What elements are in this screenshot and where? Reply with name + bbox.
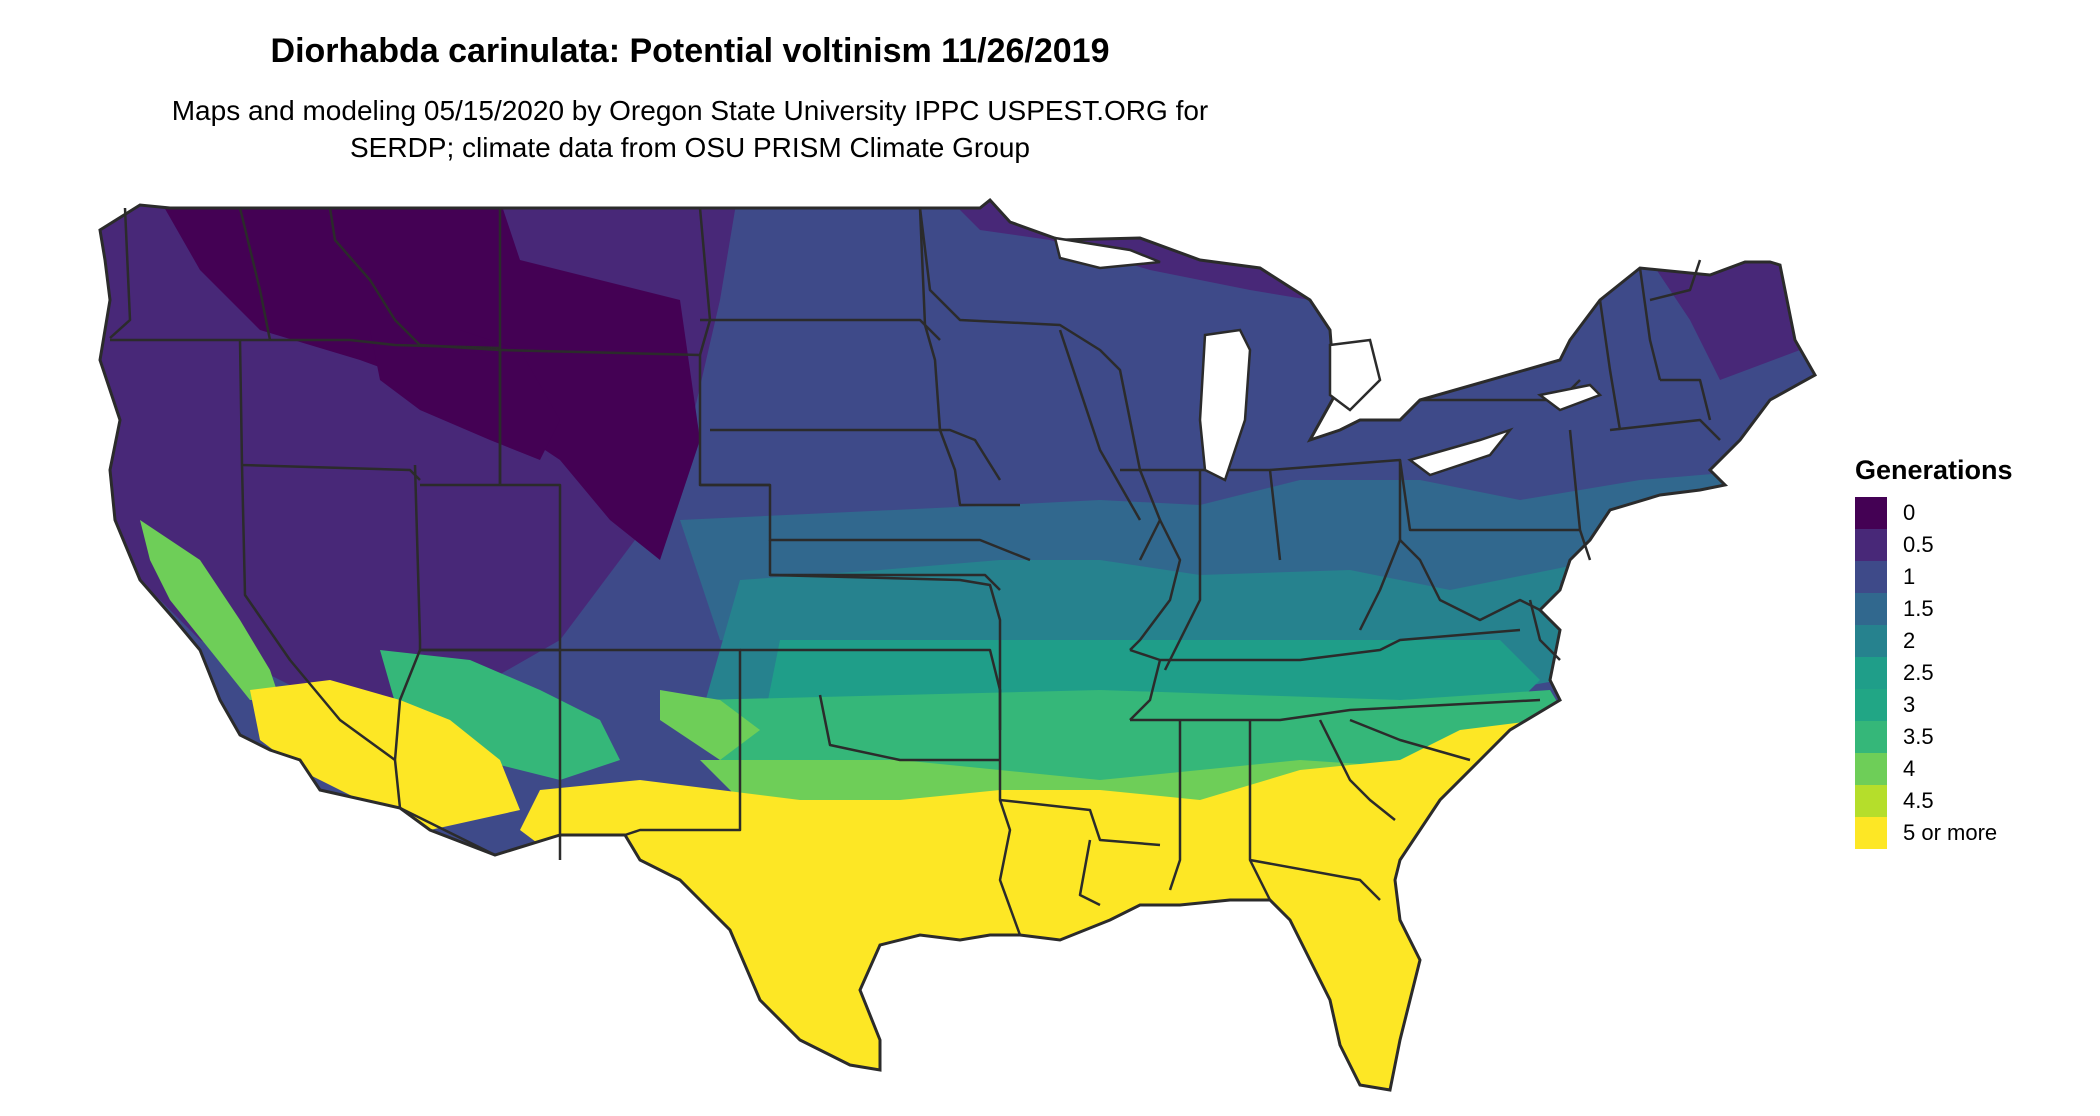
legend-swatch: [1855, 561, 1887, 593]
legend-item: 5 or more: [1855, 817, 2013, 849]
legend-item: 3.5: [1855, 721, 2013, 753]
map-title: Diorhabda carinulata: Potential voltinis…: [270, 32, 1110, 70]
legend-swatch: [1855, 817, 1887, 849]
legend-item: 2: [1855, 625, 2013, 657]
legend-swatch: [1855, 785, 1887, 817]
lake-michigan: [1198, 328, 1252, 482]
legend-item: 3: [1855, 689, 2013, 721]
legend-label: 3: [1903, 692, 1916, 717]
subtitle-line-2: SERDP; climate data from OSU PRISM Clima…: [350, 132, 1030, 163]
legend-swatch: [1855, 657, 1887, 689]
legend-label: 0.5: [1903, 532, 1934, 557]
voltinism-map: [98, 198, 1817, 1092]
legend-label: 2: [1903, 628, 1916, 653]
lake-superior: [1053, 236, 1161, 270]
legend-items: 0 0.5 1 1.5 2 2.5 3 3.5 4 4.5 5 or more: [1855, 497, 2013, 849]
state-borders: [109, 206, 1721, 936]
legend-swatch: [1855, 529, 1887, 561]
legend-item: 1: [1855, 561, 2013, 593]
legend-label: 0: [1903, 500, 1916, 525]
voltinism-raster: [100, 200, 1815, 1090]
legend-label: 5 or more: [1903, 820, 1998, 845]
legend-swatch: [1855, 497, 1887, 529]
legend-swatch: [1855, 593, 1887, 625]
map-legend: Generations 0 0.5 1 1.5 2 2.5 3 3.5 4 4.5 5 or mor…: [1855, 455, 2013, 849]
legend-label: 1: [1903, 564, 1916, 589]
legend-label: 4: [1903, 756, 1916, 781]
great-lakes: [1053, 236, 1603, 482]
legend-item: 4: [1855, 753, 2013, 785]
legend-swatch: [1855, 721, 1887, 753]
legend-item: 0.5: [1855, 529, 2013, 561]
legend-item: 2.5: [1855, 657, 2013, 689]
legend-swatch: [1855, 753, 1887, 785]
legend-swatch: [1855, 625, 1887, 657]
legend-label: 2.5: [1903, 660, 1934, 685]
legend-swatch: [1855, 689, 1887, 721]
legend-item: 4.5: [1855, 785, 2013, 817]
lake-ontario: [1537, 383, 1603, 412]
legend-item: 1.5: [1855, 593, 2013, 625]
legend-label: 3.5: [1903, 724, 1934, 749]
legend-item: 0: [1855, 497, 2013, 529]
map-subtitle: Maps and modeling 05/15/2020 by Oregon S…: [0, 92, 1380, 166]
legend-label: 4.5: [1903, 788, 1934, 813]
lake-erie: [1407, 427, 1514, 477]
legend-title: Generations: [1855, 455, 2013, 485]
lake-huron: [1328, 338, 1382, 412]
legend-label: 1.5: [1903, 596, 1934, 621]
subtitle-line-1: Maps and modeling 05/15/2020 by Oregon S…: [171, 95, 1209, 126]
